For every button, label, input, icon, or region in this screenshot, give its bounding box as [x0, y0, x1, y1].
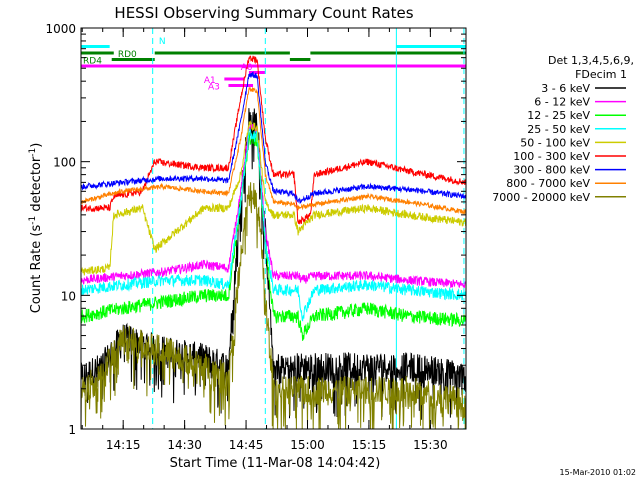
footer-timestamp: 15-Mar-2010 01:02 — [560, 468, 637, 477]
legend-entry-label: 50 - 100 keV — [520, 136, 590, 149]
flag-bar — [81, 45, 110, 48]
series-line — [81, 127, 466, 322]
x-tick-label: 15:00 — [290, 438, 325, 452]
legend-header-1: Det 1,3,4,5,6,9, — [548, 54, 634, 67]
x-tick-label: 15:15 — [352, 438, 387, 452]
flag-bar — [81, 64, 466, 68]
series-layer — [81, 55, 466, 429]
legend-entry-label: 100 - 300 keV — [513, 150, 590, 163]
legend-header-2: FDecim 1 — [575, 68, 627, 81]
flag-bar — [248, 71, 266, 74]
legend-entry-label: 12 - 25 keV — [527, 109, 590, 122]
flag-bar — [396, 45, 466, 48]
series-line — [81, 131, 466, 341]
y-axis-label-main: Count Rate (s — [29, 225, 44, 314]
flag-label: A1 — [204, 76, 216, 86]
x-tick-label: 14:45 — [229, 438, 264, 452]
series-line — [81, 55, 466, 225]
y-axis-label-end: ) — [29, 143, 44, 148]
flag-bar — [289, 58, 311, 61]
legend-entry-label: 3 - 6 keV — [541, 82, 590, 95]
series-line — [81, 71, 466, 204]
y-tick-label: 1000 — [45, 22, 76, 36]
legend-entry-label: 800 - 7000 keV — [506, 177, 590, 190]
x-tick-label: 14:30 — [167, 438, 202, 452]
x-axis-label: Start Time (11-Mar-08 14:04:42) — [170, 456, 381, 471]
series-line — [81, 119, 466, 276]
flag-bar — [81, 51, 114, 55]
x-tick-label: 14:15 — [106, 438, 141, 452]
series-line — [81, 124, 466, 288]
y-axis-label-sup2: -1 — [28, 148, 38, 157]
flag-bar — [111, 58, 155, 61]
plot-frame — [80, 27, 467, 430]
y-axis-label: Count Rate (s-1 detector-1) — [28, 143, 44, 314]
flag-bar — [310, 51, 466, 55]
flag-bar — [228, 84, 254, 87]
legend-entry-label: 300 - 800 keV — [513, 164, 590, 177]
flag-bar — [224, 77, 245, 81]
y-axis: 1 10 100 1000 — [45, 22, 466, 437]
legend-entry-label: 25 - 50 keV — [527, 123, 590, 136]
flag-bar — [154, 51, 290, 55]
y-tick-label: 100 — [53, 156, 76, 170]
flag-label: RD0 — [118, 50, 137, 60]
y-tick-label: 10 — [61, 289, 76, 303]
flag-label: N — [159, 37, 166, 47]
chart-title: HESSI Observing Summary Count Rates — [114, 4, 413, 22]
y-axis-label-mid: detector — [29, 156, 44, 216]
y-tick-label: 1 — [68, 423, 76, 437]
x-axis: 14:15 14:30 14:45 15:00 15:15 15:30 — [81, 28, 452, 452]
y-axis-label-sup1: -1 — [28, 216, 38, 225]
x-tick-label: 15:30 — [413, 438, 448, 452]
flag-label: RD4 — [83, 57, 102, 67]
series-line — [81, 87, 466, 215]
flag-bars-layer — [81, 45, 466, 87]
legend-entry-label: 6 - 12 keV — [534, 96, 590, 109]
legend-entry-label: 7000 - 20000 keV — [492, 191, 590, 204]
flag-label: A3 — [208, 83, 220, 93]
series-line — [81, 182, 466, 429]
flag-label: A0 — [241, 63, 253, 73]
